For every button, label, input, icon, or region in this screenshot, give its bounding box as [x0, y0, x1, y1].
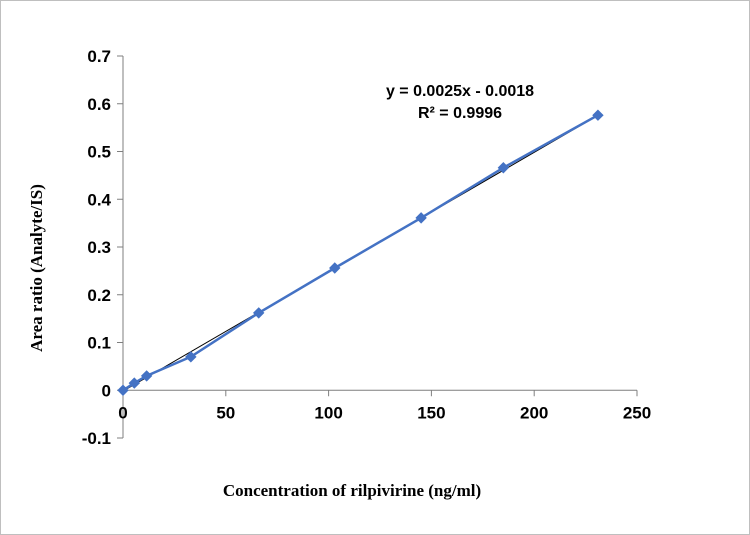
data-point	[329, 262, 341, 274]
y-tick-label: 0.6	[87, 95, 111, 114]
y-tick-label: 0	[102, 381, 111, 400]
x-tick-label: 0	[118, 403, 127, 422]
data-point	[140, 370, 153, 382]
data-point	[185, 351, 197, 363]
trendline-equation: y = 0.0025x - 0.0018	[386, 83, 534, 100]
x-tick-label: 200	[520, 403, 548, 422]
y-tick-label: 0.4	[87, 190, 111, 209]
x-tick-label: 50	[216, 403, 235, 422]
series-group	[117, 109, 604, 396]
x-tick-label: 100	[314, 403, 342, 422]
y-tick-label: 0.7	[87, 47, 111, 66]
data-point	[592, 109, 604, 121]
y-tick-label: 0.3	[87, 238, 111, 257]
data-point	[252, 307, 265, 319]
data-point	[497, 162, 510, 174]
y-axis-title: Area ratio (Analyte/IS)	[27, 184, 46, 352]
y-tick-label: 0.5	[87, 143, 111, 162]
x-tick-label: 250	[623, 403, 651, 422]
y-tick-label: -0.1	[82, 429, 111, 448]
data-point	[128, 377, 141, 389]
r-squared-label: R² = 0.9996	[418, 105, 502, 122]
x-tick-label: 150	[417, 403, 445, 422]
axes: -0.1 0 0.1 0.2 0.3 0.4 0.5 0.6 0.7 0 50 100 150 200 25…	[82, 47, 651, 448]
data-point	[415, 212, 427, 224]
y-tick-label: 0.1	[87, 334, 111, 353]
y-tick-label: 0.2	[87, 286, 111, 305]
data-point	[117, 384, 129, 396]
x-axis-title: Concentration of rilpivirine (ng/ml)	[223, 481, 481, 500]
